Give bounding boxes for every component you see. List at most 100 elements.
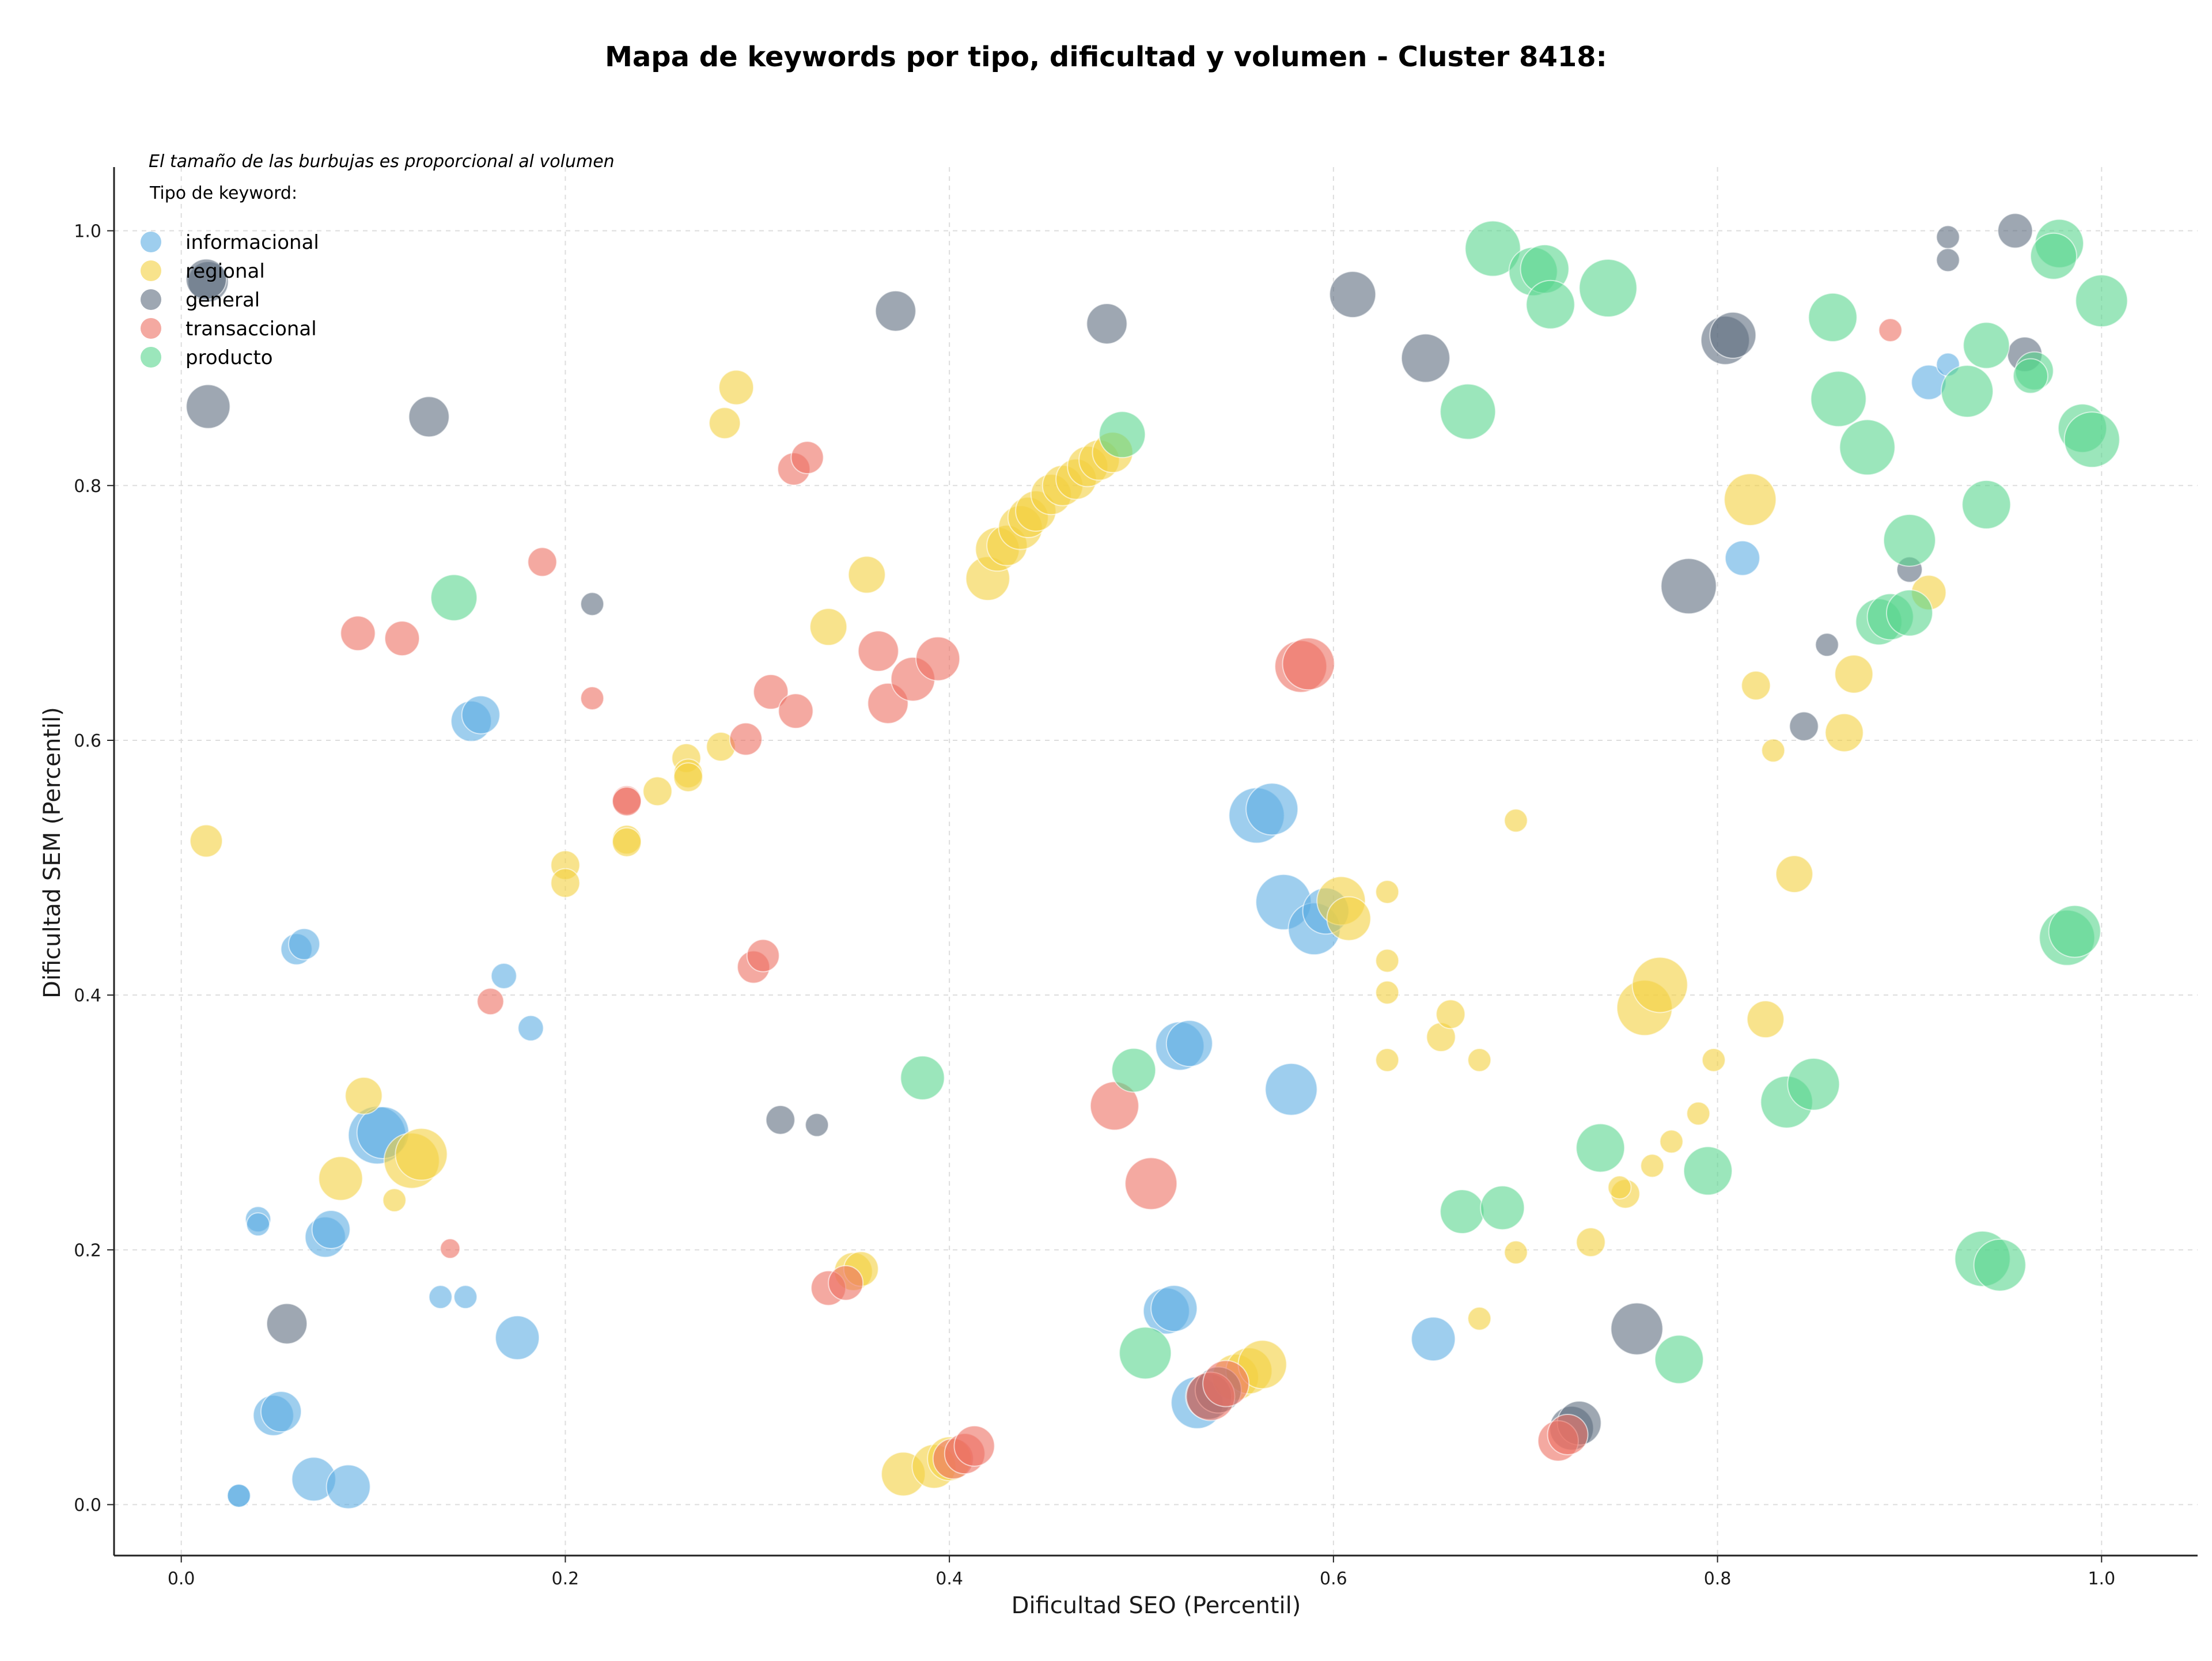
data-point — [1741, 670, 1771, 701]
data-point — [1119, 1326, 1172, 1380]
data-point — [440, 1238, 461, 1259]
data-point — [1659, 1129, 1684, 1154]
legend-marker — [141, 347, 161, 368]
data-point — [729, 722, 763, 756]
data-point — [1961, 479, 2012, 529]
data-point — [382, 1188, 407, 1213]
data-point — [395, 1127, 448, 1181]
data-point — [900, 1055, 945, 1100]
data-point — [1631, 956, 1688, 1013]
data-point — [1724, 540, 1760, 576]
data-point — [185, 258, 228, 300]
data-point — [517, 1015, 544, 1042]
data-point — [790, 441, 824, 475]
data-point — [1547, 1413, 1589, 1455]
data-point — [1815, 633, 1839, 657]
data-point — [2048, 905, 2101, 958]
data-point — [847, 555, 886, 594]
data-point — [1709, 311, 1757, 359]
y-tick-label: 0.8 — [74, 476, 101, 497]
data-point — [1435, 999, 1466, 1030]
data-point — [1124, 1157, 1178, 1210]
y-tick-label: 0.2 — [74, 1240, 101, 1261]
data-point — [1440, 1189, 1485, 1235]
y-axis-label: Dificultad SEM (Percentil) — [39, 707, 66, 998]
data-point — [1746, 1000, 1785, 1039]
legend-label: informacional — [185, 231, 319, 254]
data-point — [1775, 855, 1813, 894]
series-informacional — [226, 352, 1960, 1509]
data-point — [1086, 302, 1128, 345]
axes — [107, 167, 2198, 1562]
data-point — [1686, 1101, 1711, 1126]
data-point — [746, 939, 780, 973]
y-tick-label: 0.0 — [74, 1496, 101, 1516]
data-point — [1761, 738, 1786, 763]
data-point — [809, 608, 848, 646]
x-tick-label: 0.0 — [168, 1569, 195, 1589]
data-point — [344, 1076, 383, 1115]
data-point — [1440, 383, 1497, 440]
data-point — [340, 615, 376, 652]
data-point — [1936, 225, 1960, 249]
y-tick-label: 1.0 — [74, 222, 101, 242]
data-point — [288, 928, 321, 960]
data-point — [753, 674, 789, 710]
data-point — [1607, 1175, 1632, 1200]
x-tick-label: 0.8 — [1704, 1569, 1732, 1589]
data-point — [915, 636, 961, 682]
data-point — [778, 693, 814, 729]
data-point — [1936, 248, 1960, 273]
data-point — [765, 1104, 796, 1135]
data-point — [311, 1209, 351, 1249]
series-regional — [190, 369, 1947, 1497]
data-point — [1575, 1123, 1626, 1173]
data-point — [1789, 711, 1819, 741]
legend-marker — [141, 318, 161, 339]
data-point — [185, 384, 231, 429]
x-tick-label: 1.0 — [2088, 1569, 2115, 1589]
data-point — [1787, 1057, 1840, 1111]
data-point — [1411, 1316, 1456, 1362]
legend-marker — [141, 232, 161, 252]
data-point — [1245, 782, 1299, 836]
x-tick-label: 0.4 — [935, 1569, 963, 1589]
data-point — [246, 1212, 271, 1237]
data-point — [190, 824, 224, 858]
data-point — [527, 547, 558, 577]
data-point — [1810, 370, 1867, 427]
data-point — [1683, 1146, 1733, 1196]
data-point — [428, 1285, 453, 1310]
data-point — [1329, 271, 1377, 319]
data-point — [709, 407, 741, 440]
data-point — [1264, 1062, 1318, 1116]
data-point — [953, 1425, 995, 1467]
data-point — [1839, 419, 1896, 476]
data-point — [642, 776, 673, 807]
data-point — [673, 762, 703, 793]
data-point — [828, 1265, 864, 1301]
data-point — [2012, 358, 2048, 394]
data-point — [612, 827, 642, 857]
series-transaccional — [340, 318, 1903, 1480]
data-point — [1467, 1306, 1492, 1331]
y-tick-label: 0.6 — [74, 731, 101, 751]
data-point — [580, 592, 605, 616]
chart-title: Mapa de keywords por tipo, dificultad y … — [605, 41, 1607, 73]
data-point — [1525, 279, 1575, 330]
data-point — [1202, 1360, 1250, 1408]
data-point — [2029, 232, 2077, 280]
data-point — [453, 1285, 478, 1310]
data-point — [1578, 259, 1638, 318]
tick-labels: 0.0 0.2 0.4 0.6 0.8 1.0 0.0 0.2 0.4 0.6 0.8 1.0 — [74, 222, 2115, 1589]
series-general — [185, 213, 2043, 1451]
data-point — [1808, 292, 1858, 342]
data-point — [1165, 1020, 1213, 1068]
legend-title: Tipo de keyword: — [149, 183, 297, 203]
data-point — [1375, 1047, 1400, 1072]
data-point — [1824, 713, 1864, 752]
y-tick-label: 0.4 — [74, 986, 101, 1006]
data-point — [318, 1156, 363, 1201]
data-point — [1282, 637, 1335, 691]
